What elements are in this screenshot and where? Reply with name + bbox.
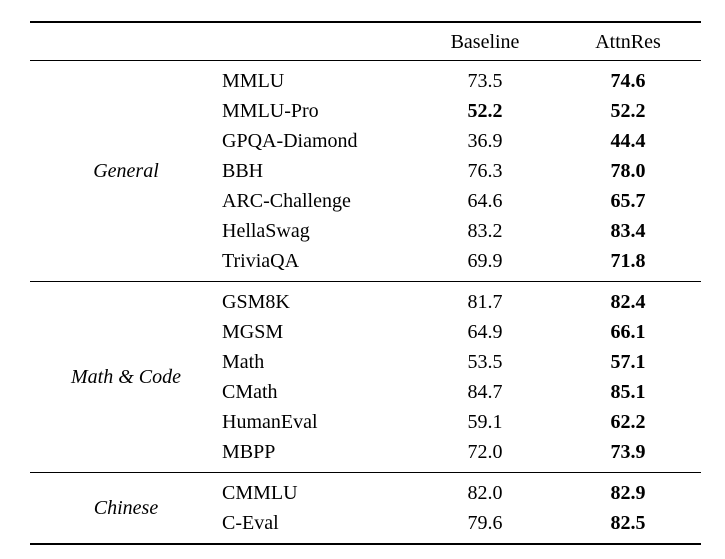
- header-benchmark: [222, 22, 415, 61]
- table-row: CMath 84.7 85.1: [30, 377, 701, 407]
- table-row: HumanEval 59.1 62.2: [30, 407, 701, 437]
- results-table: Baseline AttnRes General MMLU 73.5 74.6 …: [30, 21, 701, 545]
- table-row: C-Eval 79.6 82.5: [30, 508, 701, 544]
- baseline-value: 82.0: [467, 482, 503, 504]
- benchmark-name: MMLU: [222, 70, 285, 92]
- baseline-value: 59.1: [467, 411, 503, 433]
- baseline-value: 81.7: [467, 291, 503, 313]
- table-row: Math & Code GSM8K 81.7 82.4: [30, 282, 701, 388]
- attnres-value: 66.1: [610, 321, 646, 343]
- benchmark-name: CMath: [222, 381, 278, 403]
- baseline-value: 84.7: [467, 381, 503, 403]
- baseline-value: 36.9: [467, 130, 503, 152]
- attnres-value: 78.0: [610, 160, 646, 182]
- benchmark-name: ARC-Challenge: [222, 190, 351, 212]
- table-row: MMLU-Pro 52.2 52.2: [30, 96, 701, 126]
- category-label: Math & Code: [71, 366, 181, 388]
- header-category: [30, 22, 222, 61]
- table-row: Math 53.5 57.1: [30, 347, 701, 377]
- table-row: HellaSwag 83.2 83.4: [30, 216, 701, 246]
- benchmark-name: CMMLU: [222, 482, 298, 504]
- table-row: GPQA-Diamond 36.9 44.4: [30, 126, 701, 156]
- header-baseline: Baseline: [450, 31, 520, 53]
- category-label: General: [93, 160, 159, 182]
- baseline-value: 53.5: [467, 351, 503, 373]
- table-row: BBH 76.3 78.0: [30, 156, 701, 186]
- attnres-value: 83.4: [610, 220, 646, 242]
- table-row: General MMLU 73.5 74.6: [30, 61, 701, 182]
- section-chinese: Chinese CMMLU 82.0 82.9 C-Eval 79.6 82.5: [30, 472, 701, 545]
- table-row: TriviaQA 69.9 71.8: [30, 246, 701, 282]
- benchmark-name: GSM8K: [222, 291, 290, 313]
- header-attnres: AttnRes: [595, 31, 661, 53]
- baseline-value: 64.9: [467, 321, 503, 343]
- benchmark-name: MGSM: [222, 321, 284, 343]
- baseline-value: 79.6: [467, 512, 503, 534]
- attnres-value: 82.4: [610, 291, 646, 313]
- table-row: MGSM 64.9 66.1: [30, 317, 701, 347]
- table-row: Chinese CMMLU 82.0 82.9: [30, 473, 701, 519]
- benchmark-name: HumanEval: [222, 411, 318, 433]
- section-general: General MMLU 73.5 74.6 MMLU-Pro 52.2 52.…: [30, 61, 701, 282]
- attnres-value: 82.5: [610, 512, 646, 534]
- attnres-value: 52.2: [610, 100, 646, 122]
- table-row: MBPP 72.0 73.9: [30, 437, 701, 473]
- baseline-value: 72.0: [467, 441, 503, 463]
- benchmark-name: MBPP: [222, 441, 276, 463]
- attnres-value: 57.1: [610, 351, 646, 373]
- benchmark-name: Math: [222, 351, 265, 373]
- attnres-value: 74.6: [610, 70, 646, 92]
- attnres-value: 85.1: [610, 381, 646, 403]
- table-row: ARC-Challenge 64.6 65.7: [30, 186, 701, 216]
- baseline-value: 83.2: [467, 220, 503, 242]
- attnres-value: 65.7: [610, 190, 646, 212]
- benchmark-name: HellaSwag: [222, 220, 310, 242]
- baseline-value: 76.3: [467, 160, 503, 182]
- section-math-code: Math & Code GSM8K 81.7 82.4 MGSM 64.9 66…: [30, 281, 701, 473]
- table-header: Baseline AttnRes: [30, 22, 701, 61]
- header-row: Baseline AttnRes: [30, 22, 701, 61]
- category-label: Chinese: [93, 497, 159, 519]
- benchmark-name: BBH: [222, 160, 264, 182]
- baseline-value: 73.5: [467, 70, 503, 92]
- benchmark-name: GPQA-Diamond: [222, 130, 358, 152]
- attnres-value: 44.4: [610, 130, 646, 152]
- results-table-container: Baseline AttnRes General MMLU 73.5 74.6 …: [30, 21, 701, 545]
- attnres-value: 71.8: [610, 250, 646, 272]
- attnres-value: 73.9: [610, 441, 646, 463]
- baseline-value: 69.9: [467, 250, 503, 272]
- benchmark-name: C-Eval: [222, 512, 279, 534]
- attnres-value: 82.9: [610, 482, 646, 504]
- attnres-value: 62.2: [610, 411, 646, 433]
- benchmark-name: MMLU-Pro: [222, 100, 319, 122]
- baseline-value: 52.2: [467, 100, 503, 122]
- baseline-value: 64.6: [467, 190, 503, 212]
- benchmark-name: TriviaQA: [222, 250, 300, 272]
